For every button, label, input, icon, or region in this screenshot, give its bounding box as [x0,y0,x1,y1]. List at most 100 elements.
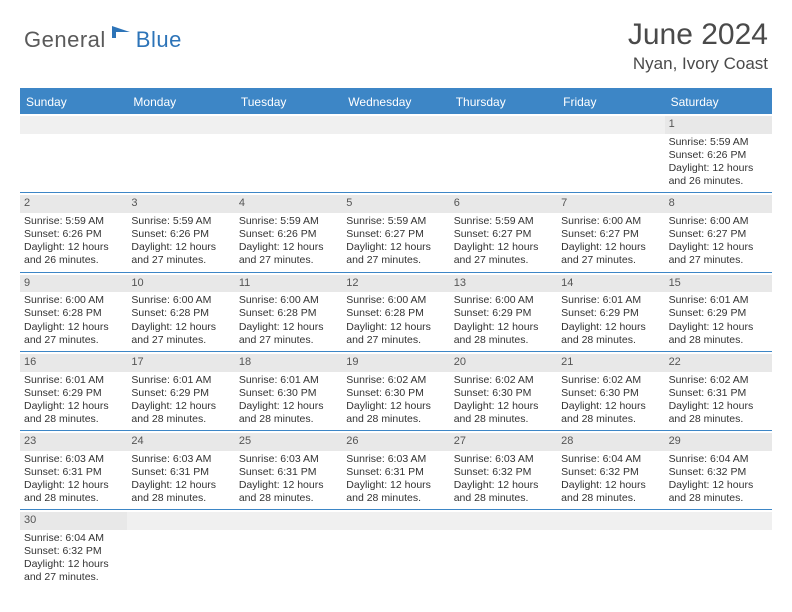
empty-cell [557,510,664,588]
empty-cell [557,114,664,192]
day-number: 20 [450,354,557,372]
sunrise-line: Sunrise: 6:02 AM [669,374,768,387]
logo-text-general: General [24,27,106,53]
empty-cell [235,114,342,192]
day-number: 10 [127,275,234,293]
sunrise-line: Sunrise: 6:00 AM [239,294,338,307]
daylight-line: Daylight: 12 hours and 27 minutes. [239,241,338,267]
daylight-line: Daylight: 12 hours and 28 minutes. [454,479,553,505]
day-cell: 16Sunrise: 6:01 AMSunset: 6:29 PMDayligh… [20,352,127,430]
daylight-line: Daylight: 12 hours and 27 minutes. [454,241,553,267]
sunrise-line: Sunrise: 5:59 AM [131,215,230,228]
sunset-line: Sunset: 6:28 PM [24,307,123,320]
sunrise-line: Sunrise: 6:03 AM [346,453,445,466]
sunrise-line: Sunrise: 6:02 AM [561,374,660,387]
week-row: 30Sunrise: 6:04 AMSunset: 6:32 PMDayligh… [20,510,772,588]
day-number: 18 [235,354,342,372]
sunset-line: Sunset: 6:30 PM [454,387,553,400]
daylight-line: Daylight: 12 hours and 27 minutes. [346,241,445,267]
day-cell: 19Sunrise: 6:02 AMSunset: 6:30 PMDayligh… [342,352,449,430]
day-number: 14 [557,275,664,293]
flag-icon [112,24,134,47]
day-number: 4 [235,195,342,213]
day-header-cell: Thursday [450,90,557,114]
day-cell: 4Sunrise: 5:59 AMSunset: 6:26 PMDaylight… [235,193,342,271]
day-cell: 6Sunrise: 5:59 AMSunset: 6:27 PMDaylight… [450,193,557,271]
sunrise-line: Sunrise: 6:03 AM [24,453,123,466]
sunset-line: Sunset: 6:29 PM [131,387,230,400]
sunrise-line: Sunrise: 6:01 AM [669,294,768,307]
sunset-line: Sunset: 6:32 PM [454,466,553,479]
day-number [235,512,342,530]
sunrise-line: Sunrise: 6:03 AM [239,453,338,466]
empty-cell [127,114,234,192]
sunrise-line: Sunrise: 6:00 AM [454,294,553,307]
day-number: 25 [235,433,342,451]
daylight-line: Daylight: 12 hours and 26 minutes. [669,162,768,188]
page-title: June 2024 [628,18,768,52]
day-number: 9 [20,275,127,293]
day-cell: 24Sunrise: 6:03 AMSunset: 6:31 PMDayligh… [127,431,234,509]
daylight-line: Daylight: 12 hours and 27 minutes. [239,321,338,347]
sunset-line: Sunset: 6:27 PM [346,228,445,241]
day-number: 16 [20,354,127,372]
day-number: 21 [557,354,664,372]
sunset-line: Sunset: 6:31 PM [669,387,768,400]
day-cell: 22 Sunrise: 6:02 AMSunset: 6:31 PMDayligh… [665,352,772,430]
day-cell: 12Sunrise: 6:00 AMSunset: 6:28 PMDayligh… [342,273,449,351]
day-cell: 7Sunrise: 6:00 AMSunset: 6:27 PMDaylight… [557,193,664,271]
day-cell: 1Sunrise: 5:59 AMSunset: 6:26 PMDaylight… [665,114,772,192]
sunrise-line: Sunrise: 6:04 AM [669,453,768,466]
day-number: 1 [665,116,772,134]
daylight-line: Daylight: 12 hours and 28 minutes. [239,479,338,505]
day-number: 26 [342,433,449,451]
daylight-line: Daylight: 12 hours and 28 minutes. [346,479,445,505]
sunrise-line: Sunrise: 6:00 AM [561,215,660,228]
day-cell: 11Sunrise: 6:00 AMSunset: 6:28 PMDayligh… [235,273,342,351]
day-cell: 13Sunrise: 6:00 AMSunset: 6:29 PMDayligh… [450,273,557,351]
day-cell: 26Sunrise: 6:03 AMSunset: 6:31 PMDayligh… [342,431,449,509]
week-row: 16Sunrise: 6:01 AMSunset: 6:29 PMDayligh… [20,352,772,431]
day-cell: 10Sunrise: 6:00 AMSunset: 6:28 PMDayligh… [127,273,234,351]
empty-cell [665,510,772,588]
daylight-line: Daylight: 12 hours and 27 minutes. [561,241,660,267]
sunset-line: Sunset: 6:26 PM [239,228,338,241]
day-number: 24 [127,433,234,451]
daylight-line: Daylight: 12 hours and 27 minutes. [24,321,123,347]
header: General Blue June 2024 Nyan, Ivory Coast [0,0,792,82]
sunrise-line: Sunrise: 6:02 AM [346,374,445,387]
daylight-line: Daylight: 12 hours and 27 minutes. [131,241,230,267]
day-cell: 17Sunrise: 6:01 AMSunset: 6:29 PMDayligh… [127,352,234,430]
day-number: 11 [235,275,342,293]
daylight-line: Daylight: 12 hours and 28 minutes. [669,400,768,426]
daylight-line: Daylight: 12 hours and 27 minutes. [131,321,230,347]
day-cell: 8Sunrise: 6:00 AMSunset: 6:27 PMDaylight… [665,193,772,271]
day-header-cell: Friday [557,90,664,114]
empty-cell [342,510,449,588]
week-row: 9Sunrise: 6:00 AMSunset: 6:28 PMDaylight… [20,273,772,352]
daylight-line: Daylight: 12 hours and 28 minutes. [454,400,553,426]
sunset-line: Sunset: 6:26 PM [24,228,123,241]
day-cell: 20Sunrise: 6:02 AMSunset: 6:30 PMDayligh… [450,352,557,430]
day-number: 22 [665,354,772,372]
sunset-line: Sunset: 6:29 PM [24,387,123,400]
daylight-line: Daylight: 12 hours and 28 minutes. [561,400,660,426]
day-number [235,116,342,134]
daylight-line: Daylight: 12 hours and 28 minutes. [131,400,230,426]
empty-cell [127,510,234,588]
day-number: 17 [127,354,234,372]
day-cell: 9Sunrise: 6:00 AMSunset: 6:28 PMDaylight… [20,273,127,351]
daylight-line: Daylight: 12 hours and 28 minutes. [131,479,230,505]
day-number: 27 [450,433,557,451]
day-number: 6 [450,195,557,213]
sunrise-line: Sunrise: 6:00 AM [669,215,768,228]
day-number [342,512,449,530]
sunrise-line: Sunrise: 6:01 AM [239,374,338,387]
title-block: June 2024 Nyan, Ivory Coast [628,18,768,74]
day-number [127,116,234,134]
day-cell: 14Sunrise: 6:01 AMSunset: 6:29 PMDayligh… [557,273,664,351]
sunrise-line: Sunrise: 5:59 AM [454,215,553,228]
sunset-line: Sunset: 6:27 PM [669,228,768,241]
empty-cell [235,510,342,588]
daylight-line: Daylight: 12 hours and 28 minutes. [669,321,768,347]
